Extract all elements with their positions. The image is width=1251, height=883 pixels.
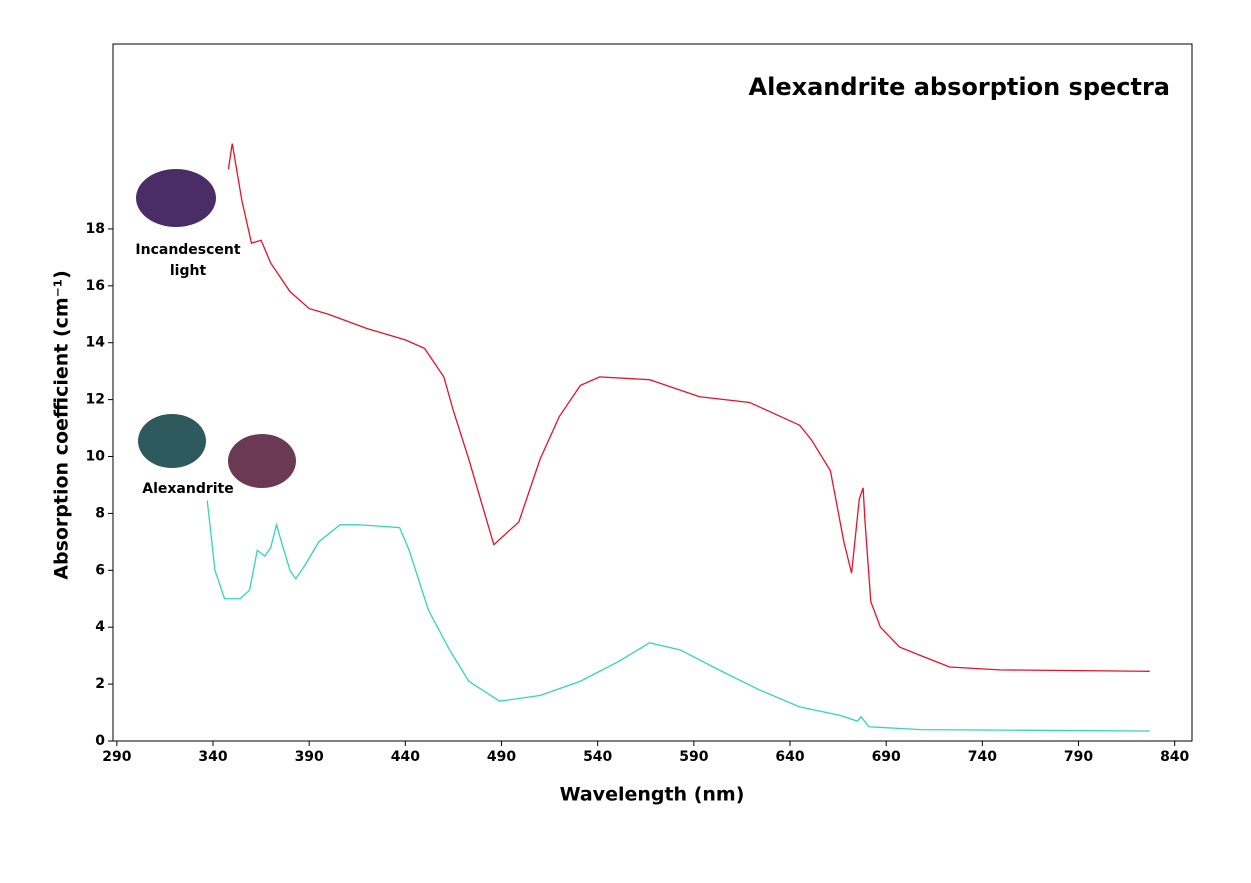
gem-image [138, 414, 206, 468]
annotation: Incandescent [135, 242, 240, 258]
y-axis-label: Absorption coefficient (cm⁻¹) [51, 270, 73, 579]
y-tick-label: 4 [95, 619, 105, 635]
chart-title: Alexandrite absorption spectra [749, 73, 1170, 101]
x-tick-label: 590 [679, 749, 708, 765]
y-tick-label: 12 [86, 392, 105, 408]
x-tick-label: 690 [872, 749, 901, 765]
y-tick-label: 16 [86, 278, 105, 294]
y-tick-label: 2 [95, 676, 105, 692]
data-line [206, 500, 1150, 732]
x-tick-label: 290 [102, 749, 131, 765]
gem-image [136, 169, 216, 227]
y-tick-label: 6 [95, 562, 105, 578]
y-tick-label: 18 [86, 221, 105, 237]
y-tick-label: 10 [86, 449, 106, 465]
x-tick-label: 740 [968, 749, 997, 765]
y-tick-label: 8 [95, 505, 105, 521]
annotation: Alexandrite [142, 481, 234, 497]
x-tick-label: 340 [198, 749, 227, 765]
x-tick-label: 490 [487, 749, 516, 765]
x-tick-label: 390 [295, 749, 324, 765]
x-tick-label: 790 [1064, 749, 1093, 765]
x-axis-label: Wavelength (nm) [560, 784, 745, 806]
plot-frame [112, 43, 1193, 742]
data-line [227, 143, 1150, 672]
annotation: light [170, 263, 207, 279]
x-tick-label: 840 [1160, 749, 1189, 765]
x-tick-label: 540 [583, 749, 612, 765]
y-tick-label: 0 [95, 733, 105, 749]
gem-image [228, 434, 296, 488]
y-tick-label: 14 [86, 335, 106, 351]
x-tick-label: 440 [391, 749, 420, 765]
x-tick-label: 640 [775, 749, 804, 765]
